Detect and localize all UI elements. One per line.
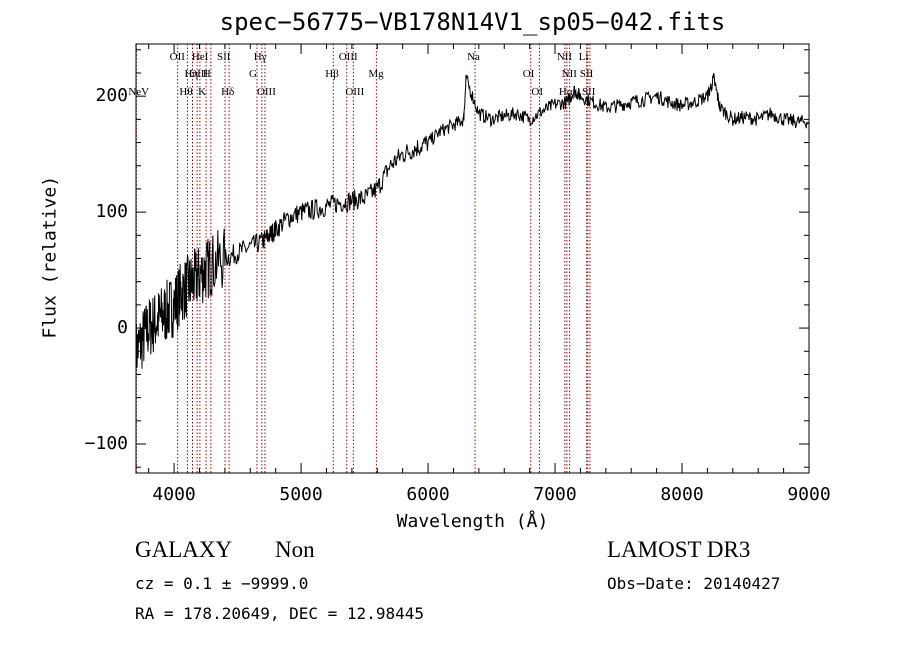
spectral-line-label: Mg	[368, 68, 384, 80]
x-tick-label: 7000	[533, 484, 577, 505]
spectral-line-label: OIII	[339, 51, 358, 63]
spectral-line-label: OII	[170, 51, 186, 63]
spectral-line-markers	[135, 44, 591, 473]
spectral-line-label: NeV	[128, 86, 149, 98]
spectral-line-label: Na	[467, 51, 480, 63]
spectral-line-label: OI	[523, 68, 535, 80]
spectrum-line	[135, 73, 810, 384]
x-tick-label: 4000	[152, 484, 196, 505]
spectral-line-label: G	[249, 68, 257, 80]
x-tick-label: 5000	[279, 484, 323, 505]
ra-dec-info: RA = 178.20649, DEC = 12.98445	[135, 604, 424, 623]
spectral-line-label: OIII	[257, 86, 276, 98]
chart-title: spec−56775−VB178N14V1_sp05−042.fits	[219, 8, 726, 36]
axis-ticks	[136, 44, 810, 473]
y-tick-label: −100	[84, 433, 128, 454]
spectral-line-label: Hθ	[179, 86, 192, 98]
spectral-line-label: OI	[531, 86, 543, 98]
y-tick-label: 100	[95, 201, 128, 223]
spectral-line-label: OIII	[345, 86, 364, 98]
spectral-line-label: NII	[557, 51, 573, 63]
object-class: GALAXY	[135, 537, 233, 562]
spectral-line-label: Hη	[184, 68, 198, 80]
redshift-info: cz = 0.1 ± −9999.0	[135, 574, 309, 593]
y-tick-label: 200	[95, 85, 128, 107]
x-tick-label: 6000	[406, 484, 450, 505]
spectral-line-label: Hα	[559, 86, 573, 98]
spectral-line-label: OIII	[189, 68, 208, 80]
survey-name: LAMOST DR3	[607, 537, 751, 562]
spectral-line-label: HeI	[192, 51, 209, 63]
spectral-line-label: Li	[579, 51, 589, 63]
spectral-line-label: Hδ	[221, 86, 234, 98]
spectral-line-label: SII	[217, 51, 231, 63]
spectrum-series	[135, 73, 810, 384]
spectral-line-label: SII	[582, 86, 596, 98]
x-axis-label: Wavelength (Å)	[396, 511, 549, 532]
object-subclass: Non	[275, 537, 315, 562]
spectral-line-labels: NeVOIIOIIIHeIHθHηKHSIIHδHγGOIIIHβOIIIOII…	[128, 51, 595, 98]
x-tick-label: 8000	[660, 484, 704, 505]
spectral-line-label: SII	[580, 68, 594, 80]
spectral-line-label: K	[198, 86, 206, 98]
y-tick-label: 0	[117, 317, 128, 339]
x-tick-label: 9000	[787, 484, 831, 505]
spectral-line-label: NII	[562, 68, 578, 80]
spectral-line-label: H	[203, 68, 211, 80]
spectral-line-label: Hγ	[254, 51, 267, 63]
obs-date: Obs−Date: 20140427	[607, 574, 781, 593]
y-axis-label: Flux (relative)	[39, 175, 61, 339]
spectral-line-label: Hβ	[325, 68, 339, 80]
